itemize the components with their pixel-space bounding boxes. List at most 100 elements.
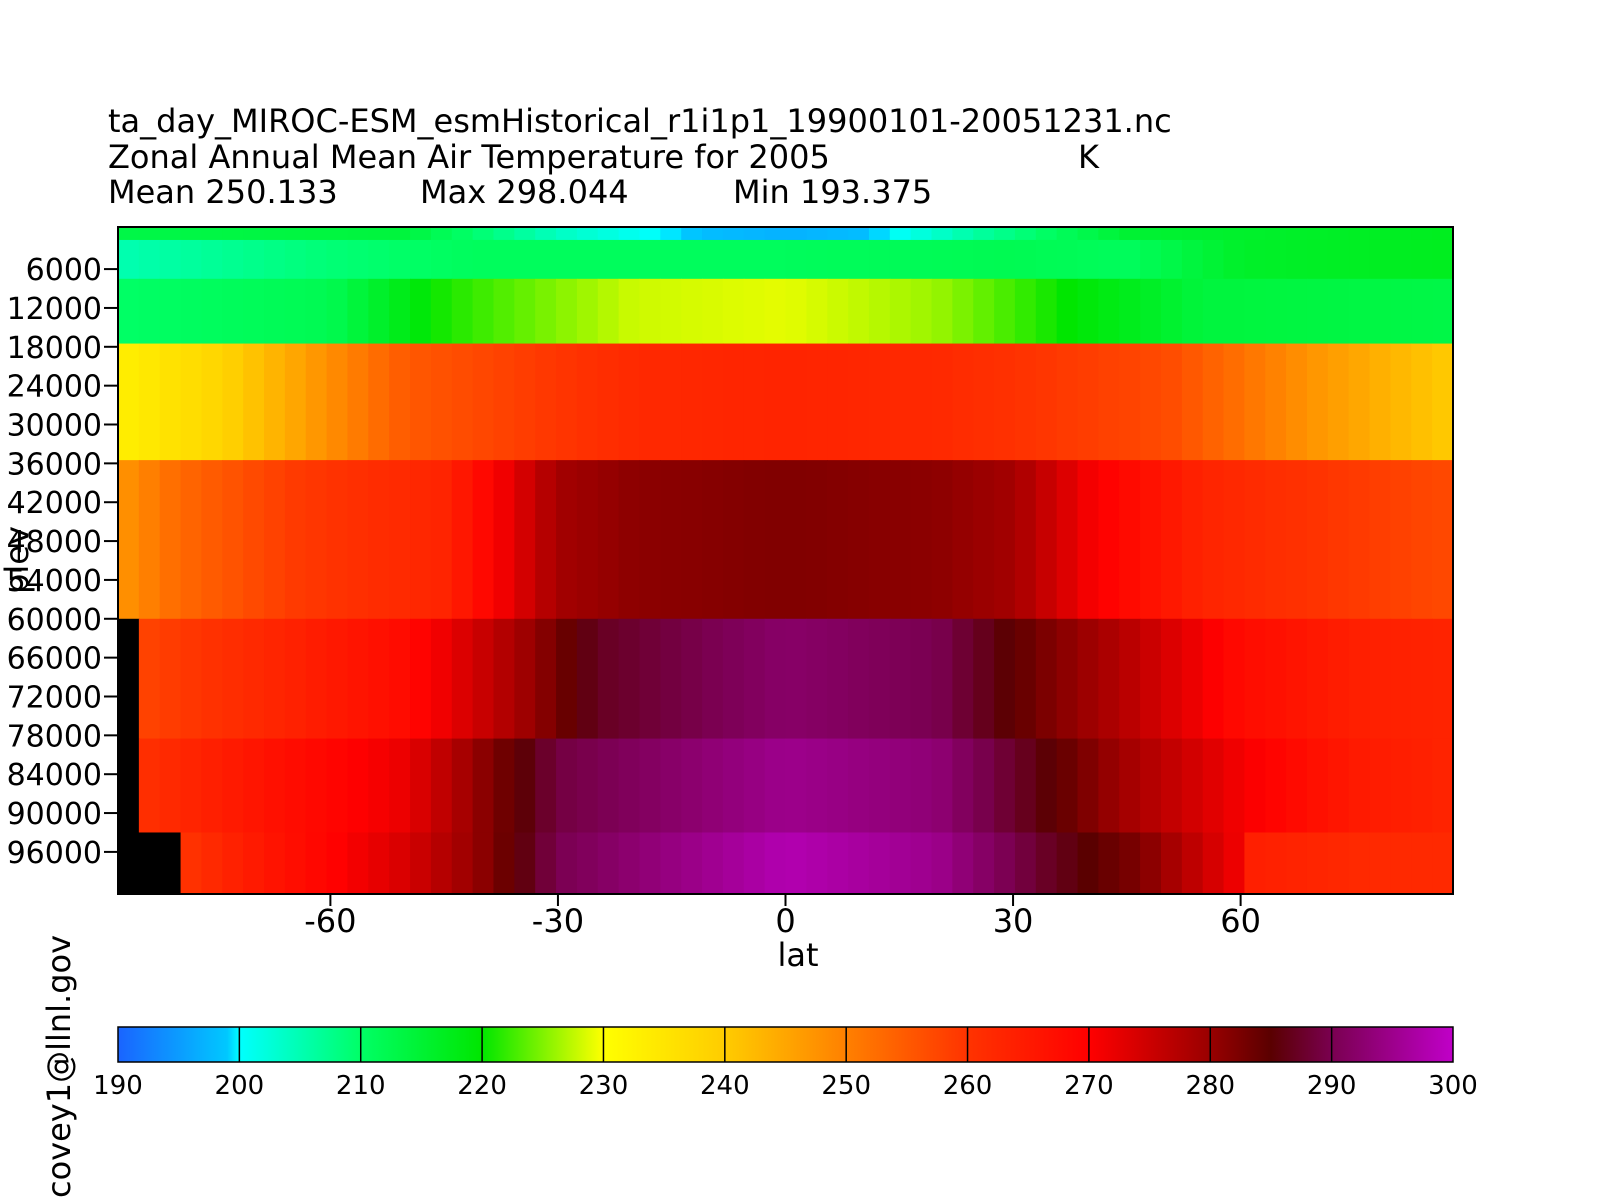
heatmap-cell [827, 343, 849, 461]
heatmap-cell [1098, 227, 1120, 241]
heatmap-cell [1119, 618, 1141, 740]
heatmap-cell [1035, 239, 1058, 280]
heatmap-cell [1140, 343, 1162, 461]
colorbar-tick-label: 230 [579, 1071, 629, 1101]
heatmap-cell [264, 278, 286, 345]
y-tick-label: 90000 [7, 797, 102, 832]
heatmap-cell [576, 343, 599, 461]
heatmap-cell [952, 460, 974, 620]
y-tick-label: 30000 [7, 409, 102, 444]
heatmap-cell [1014, 738, 1037, 834]
heatmap-cell [180, 738, 203, 834]
heatmap-cell [535, 227, 557, 241]
heatmap-cell [222, 278, 244, 345]
heatmap-cell [764, 618, 787, 740]
heatmap-cell [806, 738, 828, 834]
heatmap-cell [618, 738, 641, 834]
heatmap-cell [368, 343, 390, 461]
heatmap-cell [764, 343, 787, 461]
heatmap-cell [1077, 343, 1099, 461]
heatmap-cell [1014, 343, 1037, 461]
heatmap-cell [451, 227, 474, 241]
heatmap-cell [1411, 343, 1433, 461]
heatmap-cell [1077, 832, 1099, 895]
heatmap-cell [180, 460, 203, 620]
heatmap-cell [1140, 832, 1162, 895]
heatmap-cell [556, 832, 578, 895]
heatmap-cell [159, 343, 182, 461]
heatmap-cell [1119, 278, 1141, 345]
heatmap-cell [1140, 227, 1162, 241]
y-tick-label: 24000 [7, 370, 102, 405]
heatmap-cell [1327, 239, 1350, 280]
heatmap-cell [1119, 343, 1141, 461]
heatmap-cell [639, 618, 661, 740]
heatmap-cells [118, 227, 1454, 895]
heatmap-cell [931, 278, 953, 345]
heatmap-cell [952, 738, 974, 834]
heatmap-cell [868, 227, 891, 241]
heatmap-cell [159, 738, 182, 834]
heatmap-cell [451, 738, 474, 834]
heatmap-cell [722, 239, 745, 280]
heatmap-cell [1098, 832, 1120, 895]
heatmap-cell [243, 738, 265, 834]
heatmap-cell [1369, 738, 1392, 834]
y-tick-label: 54000 [7, 564, 102, 599]
heatmap-cell [889, 618, 912, 740]
heatmap-cell [305, 239, 328, 280]
heatmap-cell [535, 239, 557, 280]
heatmap-cell [889, 460, 912, 620]
heatmap-cell [910, 618, 933, 740]
heatmap-cell [660, 343, 682, 461]
heatmap-cell [827, 278, 849, 345]
heatmap-cell [1286, 460, 1308, 620]
heatmap-cell [410, 227, 432, 241]
heatmap-cell [368, 278, 390, 345]
heatmap-cell [180, 832, 203, 895]
heatmap-cell [1181, 618, 1204, 740]
heatmap-cell [1202, 460, 1225, 620]
heatmap-cell [368, 239, 390, 280]
heatmap-cell [514, 460, 536, 620]
heatmap-cell [576, 460, 599, 620]
heatmap-cell [702, 460, 724, 620]
heatmap-cell [931, 343, 953, 461]
heatmap-cell [1432, 460, 1454, 620]
heatmap-cell [1160, 738, 1183, 834]
heatmap-cell [1202, 227, 1225, 241]
heatmap-cell [660, 832, 682, 895]
heatmap-cell [284, 618, 307, 740]
heatmap-cell [138, 738, 161, 834]
heatmap-cell [1160, 239, 1183, 280]
heatmap-cell [493, 618, 515, 740]
heatmap-cell [1202, 343, 1225, 461]
heatmap-cell [451, 618, 474, 740]
heatmap-cell [1327, 832, 1350, 895]
heatmap-cell [472, 239, 495, 280]
y-tick-label: 72000 [7, 680, 102, 715]
colorbar-tick-label: 300 [1428, 1071, 1478, 1101]
heatmap-cell [1244, 227, 1266, 241]
heatmap-cell [1390, 832, 1412, 895]
heatmap-cell [535, 832, 557, 895]
heatmap-cell [1327, 460, 1350, 620]
heatmap-cell [243, 343, 265, 461]
heatmap-cell [514, 278, 536, 345]
heatmap-cell [1077, 460, 1099, 620]
heatmap-cell [1056, 343, 1079, 461]
heatmap-cell [514, 227, 536, 241]
heatmap-cell [994, 832, 1016, 895]
heatmap-cell [910, 227, 933, 241]
heatmap-cell [326, 227, 349, 241]
heatmap-cell [743, 227, 766, 241]
heatmap-cell [848, 738, 870, 834]
heatmap-cell [1119, 738, 1141, 834]
heatmap-cell [222, 832, 244, 895]
heatmap-cell [827, 832, 849, 895]
heatmap-cell [451, 460, 474, 620]
colorbar [117, 1026, 1454, 1063]
heatmap-cell [576, 618, 599, 740]
heatmap-cell [1369, 832, 1392, 895]
heatmap-cell [681, 278, 703, 345]
